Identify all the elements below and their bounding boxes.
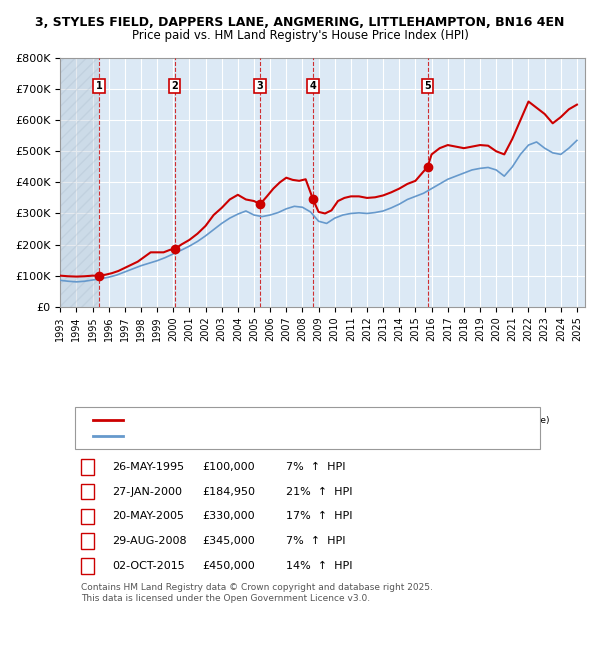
Text: 7%  ↑  HPI: 7% ↑ HPI	[286, 536, 346, 546]
Text: 3, STYLES FIELD, DAPPERS LANE, ANGMERING, LITTLEHAMPTON, BN16 4EN: 3, STYLES FIELD, DAPPERS LANE, ANGMERING…	[35, 16, 565, 29]
Text: £100,000: £100,000	[202, 462, 255, 472]
Text: 3, STYLES FIELD, DAPPERS LANE, ANGMERING, LITTLEHAMPTON, BN16 4EN (detached hous: 3, STYLES FIELD, DAPPERS LANE, ANGMERING…	[129, 416, 550, 425]
Text: HPI: Average price, detached house, Arun: HPI: Average price, detached house, Arun	[129, 432, 318, 441]
Text: 17%  ↑  HPI: 17% ↑ HPI	[286, 512, 353, 521]
Text: 26-MAY-1995: 26-MAY-1995	[112, 462, 184, 472]
Text: £450,000: £450,000	[202, 561, 255, 571]
Text: 7%  ↑  HPI: 7% ↑ HPI	[286, 462, 346, 472]
Bar	[60, 58, 99, 307]
Text: 29-AUG-2008: 29-AUG-2008	[112, 536, 187, 546]
Text: £345,000: £345,000	[202, 536, 255, 546]
Text: 5: 5	[424, 81, 431, 91]
Text: 27-JAN-2000: 27-JAN-2000	[112, 487, 182, 497]
Text: 5: 5	[85, 561, 92, 571]
Text: 1: 1	[95, 81, 103, 91]
Text: 4: 4	[310, 81, 316, 91]
Text: 3: 3	[257, 81, 263, 91]
Text: 2: 2	[85, 487, 92, 497]
Text: 3: 3	[85, 512, 92, 521]
Text: 1: 1	[85, 462, 92, 472]
Text: Price paid vs. HM Land Registry's House Price Index (HPI): Price paid vs. HM Land Registry's House …	[131, 29, 469, 42]
Text: £184,950: £184,950	[202, 487, 255, 497]
Text: £330,000: £330,000	[202, 512, 255, 521]
Text: Contains HM Land Registry data © Crown copyright and database right 2025.
This d: Contains HM Land Registry data © Crown c…	[81, 583, 433, 603]
Text: 2: 2	[171, 81, 178, 91]
Text: 14%  ↑  HPI: 14% ↑ HPI	[286, 561, 353, 571]
Text: 20-MAY-2005: 20-MAY-2005	[112, 512, 184, 521]
Text: 21%  ↑  HPI: 21% ↑ HPI	[286, 487, 353, 497]
Text: 02-OCT-2015: 02-OCT-2015	[112, 561, 185, 571]
Text: 4: 4	[85, 536, 92, 546]
